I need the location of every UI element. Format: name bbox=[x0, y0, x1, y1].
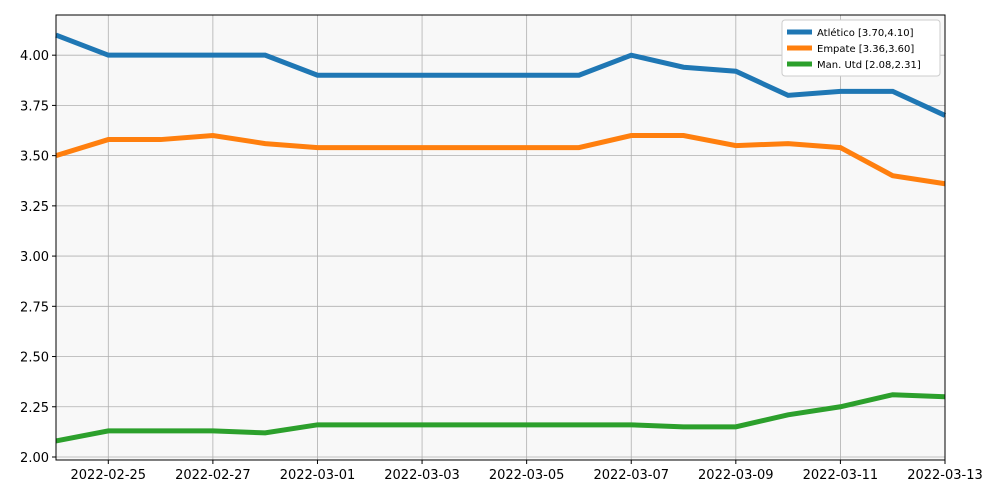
legend-label: Atlético [3.70,4.10] bbox=[817, 27, 914, 39]
x-tick-label: 2022-03-05 bbox=[489, 468, 565, 483]
y-tick-label: 3.00 bbox=[20, 250, 49, 265]
y-tick-label: 3.25 bbox=[20, 200, 49, 215]
x-tick-label: 2022-03-09 bbox=[698, 468, 774, 483]
legend: Atlético [3.70,4.10] Empate [3.36,3.60] Ma… bbox=[781, 19, 941, 77]
x-tick-label: 2022-03-01 bbox=[280, 468, 356, 483]
series-line bbox=[55, 133, 946, 187]
x-tick-label: 2022-02-25 bbox=[71, 468, 147, 483]
plot-area bbox=[56, 15, 945, 460]
x-tick-label: 2022-02-27 bbox=[175, 468, 251, 483]
legend-label: Empate [3.36,3.60] bbox=[817, 44, 914, 55]
x-tick-label: 2022-03-03 bbox=[384, 468, 460, 483]
y-tick-label: 4.00 bbox=[20, 49, 49, 64]
y-tick-label: 3.50 bbox=[20, 150, 49, 165]
y-tick-label: 2.75 bbox=[20, 300, 49, 315]
legend-box bbox=[781, 19, 941, 77]
x-tick-label: 2022-03-11 bbox=[803, 468, 879, 483]
series-line bbox=[55, 32, 947, 118]
y-tick-label: 2.25 bbox=[20, 401, 49, 416]
legend-label: Man. Utd [2.08,2.31] bbox=[817, 60, 921, 71]
x-tick-label: 2022-03-07 bbox=[593, 468, 669, 483]
series-line bbox=[55, 392, 946, 444]
y-tick-label: 3.75 bbox=[20, 99, 49, 114]
y-tick-label: 2.50 bbox=[20, 351, 49, 366]
x-tick-label: 2022-03-13 bbox=[907, 468, 983, 483]
plot-frame bbox=[55, 14, 946, 461]
y-tick-label: 2.00 bbox=[20, 451, 49, 466]
